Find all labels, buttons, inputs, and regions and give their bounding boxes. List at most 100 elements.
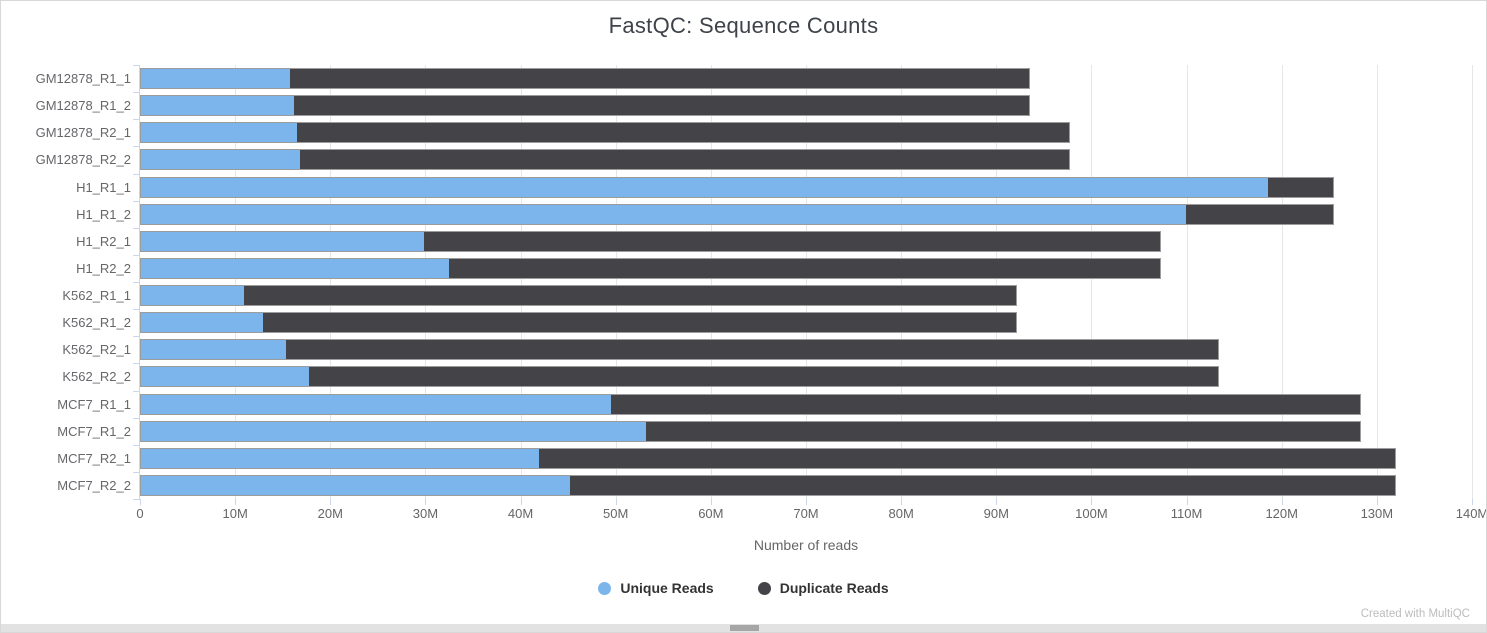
bar-segment-duplicate-reads[interactable] [309, 367, 1218, 387]
y-axis-tick [133, 200, 140, 202]
bar-segment-unique-reads[interactable] [141, 448, 539, 468]
x-axis-tick-140M [1472, 499, 1473, 505]
chart-title: FastQC: Sequence Counts [608, 13, 879, 38]
y-axis-tick [133, 254, 140, 256]
stacked-bar-MCF7_R1_1[interactable] [140, 393, 1361, 415]
y-axis-label-MCF7_R1_2: MCF7_R1_2 [57, 423, 131, 439]
bar-segment-unique-reads[interactable] [141, 394, 612, 414]
bar-segment-unique-reads[interactable] [141, 421, 647, 441]
stacked-bar-GM12878_R1_2[interactable] [140, 95, 1030, 117]
horizontal-scrollbar[interactable] [1, 624, 1486, 632]
x-axis-tick-120M [1281, 499, 1283, 505]
stacked-bar-K562_R2_2[interactable] [140, 366, 1219, 388]
bar-row-MCF7_R2_2 [140, 472, 1472, 499]
bar-segment-unique-reads[interactable] [141, 204, 1186, 224]
gridline-130M [1376, 65, 1378, 499]
stacked-bar-GM12878_R2_1[interactable] [140, 122, 1070, 144]
stacked-bar-MCF7_R2_1[interactable] [140, 447, 1396, 469]
x-axis-tick-10M [235, 499, 237, 505]
y-axis-tick [133, 363, 140, 365]
x-axis-tick-label-30M: 30M [412, 506, 439, 521]
bars-area [140, 65, 1472, 499]
y-axis-label-MCF7_R2_2: MCF7_R2_2 [57, 477, 131, 493]
gridline-80M [901, 65, 903, 499]
bar-row-K562_R1_1 [140, 282, 1472, 309]
bar-row-K562_R2_1 [140, 336, 1472, 363]
bar-segment-unique-reads[interactable] [141, 177, 1269, 197]
y-axis-tick [133, 336, 140, 338]
bar-row-H1_R2_2 [140, 255, 1472, 282]
x-axis-tick-label-20M: 20M [317, 506, 343, 521]
bar-segment-unique-reads[interactable] [141, 475, 571, 495]
bar-segment-duplicate-reads[interactable] [539, 448, 1395, 468]
bar-row-H1_R1_2 [140, 201, 1472, 228]
bar-segment-unique-reads[interactable] [141, 231, 424, 251]
x-axis-tick-90M [996, 499, 998, 505]
y-axis-tick [133, 92, 140, 94]
bar-segment-duplicate-reads[interactable] [286, 340, 1218, 360]
bar-row-GM12878_R1_1 [140, 65, 1472, 92]
bar-segment-unique-reads[interactable] [141, 367, 310, 387]
stacked-bar-H1_R2_1[interactable] [140, 230, 1161, 252]
legend-item-duplicate-reads[interactable]: Duplicate Reads [757, 580, 889, 596]
stacked-bar-MCF7_R1_2[interactable] [140, 420, 1361, 442]
legend: Unique Reads Duplicate Reads [1, 580, 1486, 596]
legend-marker-icon [757, 581, 771, 595]
bar-segment-unique-reads[interactable] [141, 258, 449, 278]
bar-segment-duplicate-reads[interactable] [296, 123, 1069, 143]
bar-segment-duplicate-reads[interactable] [448, 258, 1160, 278]
bar-segment-duplicate-reads[interactable] [293, 96, 1029, 116]
bar-segment-duplicate-reads[interactable] [1185, 204, 1334, 224]
stacked-bar-K562_R1_1[interactable] [140, 285, 1018, 307]
multiqc-credit: Created with MultiQC [1360, 608, 1470, 620]
stacked-bar-K562_R2_1[interactable] [140, 339, 1219, 361]
y-axis-labels: GM12878_R1_1 GM12878_R1_2 GM12878_R2_1 GM12… [1, 65, 131, 499]
stacked-bar-H1_R1_1[interactable] [140, 176, 1335, 198]
x-axis-tick-30M [425, 499, 427, 505]
bar-segment-unique-reads[interactable] [141, 123, 297, 143]
bar-row-MCF7_R1_2 [140, 418, 1472, 445]
stacked-bar-K562_R1_2[interactable] [140, 312, 1018, 334]
bar-segment-unique-reads[interactable] [141, 340, 287, 360]
bar-segment-unique-reads[interactable] [141, 313, 264, 333]
x-axis-tick-label-80M: 80M [888, 506, 914, 521]
x-axis-tick-50M [615, 499, 617, 505]
x-axis-tick-label-90M: 90M [983, 506, 1009, 521]
legend-item-unique-reads[interactable]: Unique Reads [598, 580, 714, 596]
gridline-30M [425, 65, 427, 499]
bar-segment-duplicate-reads[interactable] [299, 150, 1069, 170]
bar-segment-duplicate-reads[interactable] [263, 313, 1017, 333]
bar-segment-duplicate-reads[interactable] [570, 475, 1395, 495]
x-axis-tick-60M [710, 499, 712, 505]
stacked-bar-H1_R1_2[interactable] [140, 203, 1335, 225]
gridline-100M [1091, 65, 1093, 499]
legend-label: Unique Reads [620, 580, 714, 596]
bar-row-K562_R2_2 [140, 363, 1472, 390]
y-axis-label-K562_R1_2: K562_R1_2 [62, 315, 131, 331]
stacked-bar-H1_R2_2[interactable] [140, 257, 1161, 279]
bar-segment-duplicate-reads[interactable] [290, 69, 1029, 89]
bar-segment-duplicate-reads[interactable] [423, 231, 1160, 251]
scrollbar-thumb[interactable] [730, 625, 759, 631]
stacked-bar-GM12878_R1_1[interactable] [140, 68, 1030, 90]
x-axis-tick-label-0: 0 [136, 506, 144, 521]
x-axis-tick-labels: 0 10M 20M 30M 40M 50M 60M 70M 80M 90M 100M 110M 120M… [136, 506, 1486, 522]
bar-segment-unique-reads[interactable] [141, 286, 245, 306]
x-axis-tick-label-120M: 120M [1265, 506, 1298, 521]
bar-segment-duplicate-reads[interactable] [244, 286, 1017, 306]
y-axis-label-K562_R2_1: K562_R2_1 [62, 342, 131, 358]
stacked-bar-MCF7_R2_2[interactable] [140, 474, 1396, 496]
bar-segment-duplicate-reads[interactable] [1268, 177, 1334, 197]
bar-segment-unique-reads[interactable] [141, 96, 294, 116]
y-axis-label-H1_R2_2: H1_R2_2 [76, 260, 131, 276]
stacked-bar-GM12878_R2_2[interactable] [140, 149, 1070, 171]
bar-segment-unique-reads[interactable] [141, 69, 291, 89]
gridline-40M [520, 65, 522, 499]
gridline-140M [1472, 65, 1473, 499]
bar-segment-duplicate-reads[interactable] [611, 394, 1360, 414]
x-axis-tick-label-100M: 100M [1075, 506, 1108, 521]
gridline-10M [235, 65, 237, 499]
bar-segment-unique-reads[interactable] [141, 150, 300, 170]
y-axis-label-GM12878_R2_1: GM12878_R2_1 [35, 125, 131, 141]
bar-segment-duplicate-reads[interactable] [646, 421, 1360, 441]
